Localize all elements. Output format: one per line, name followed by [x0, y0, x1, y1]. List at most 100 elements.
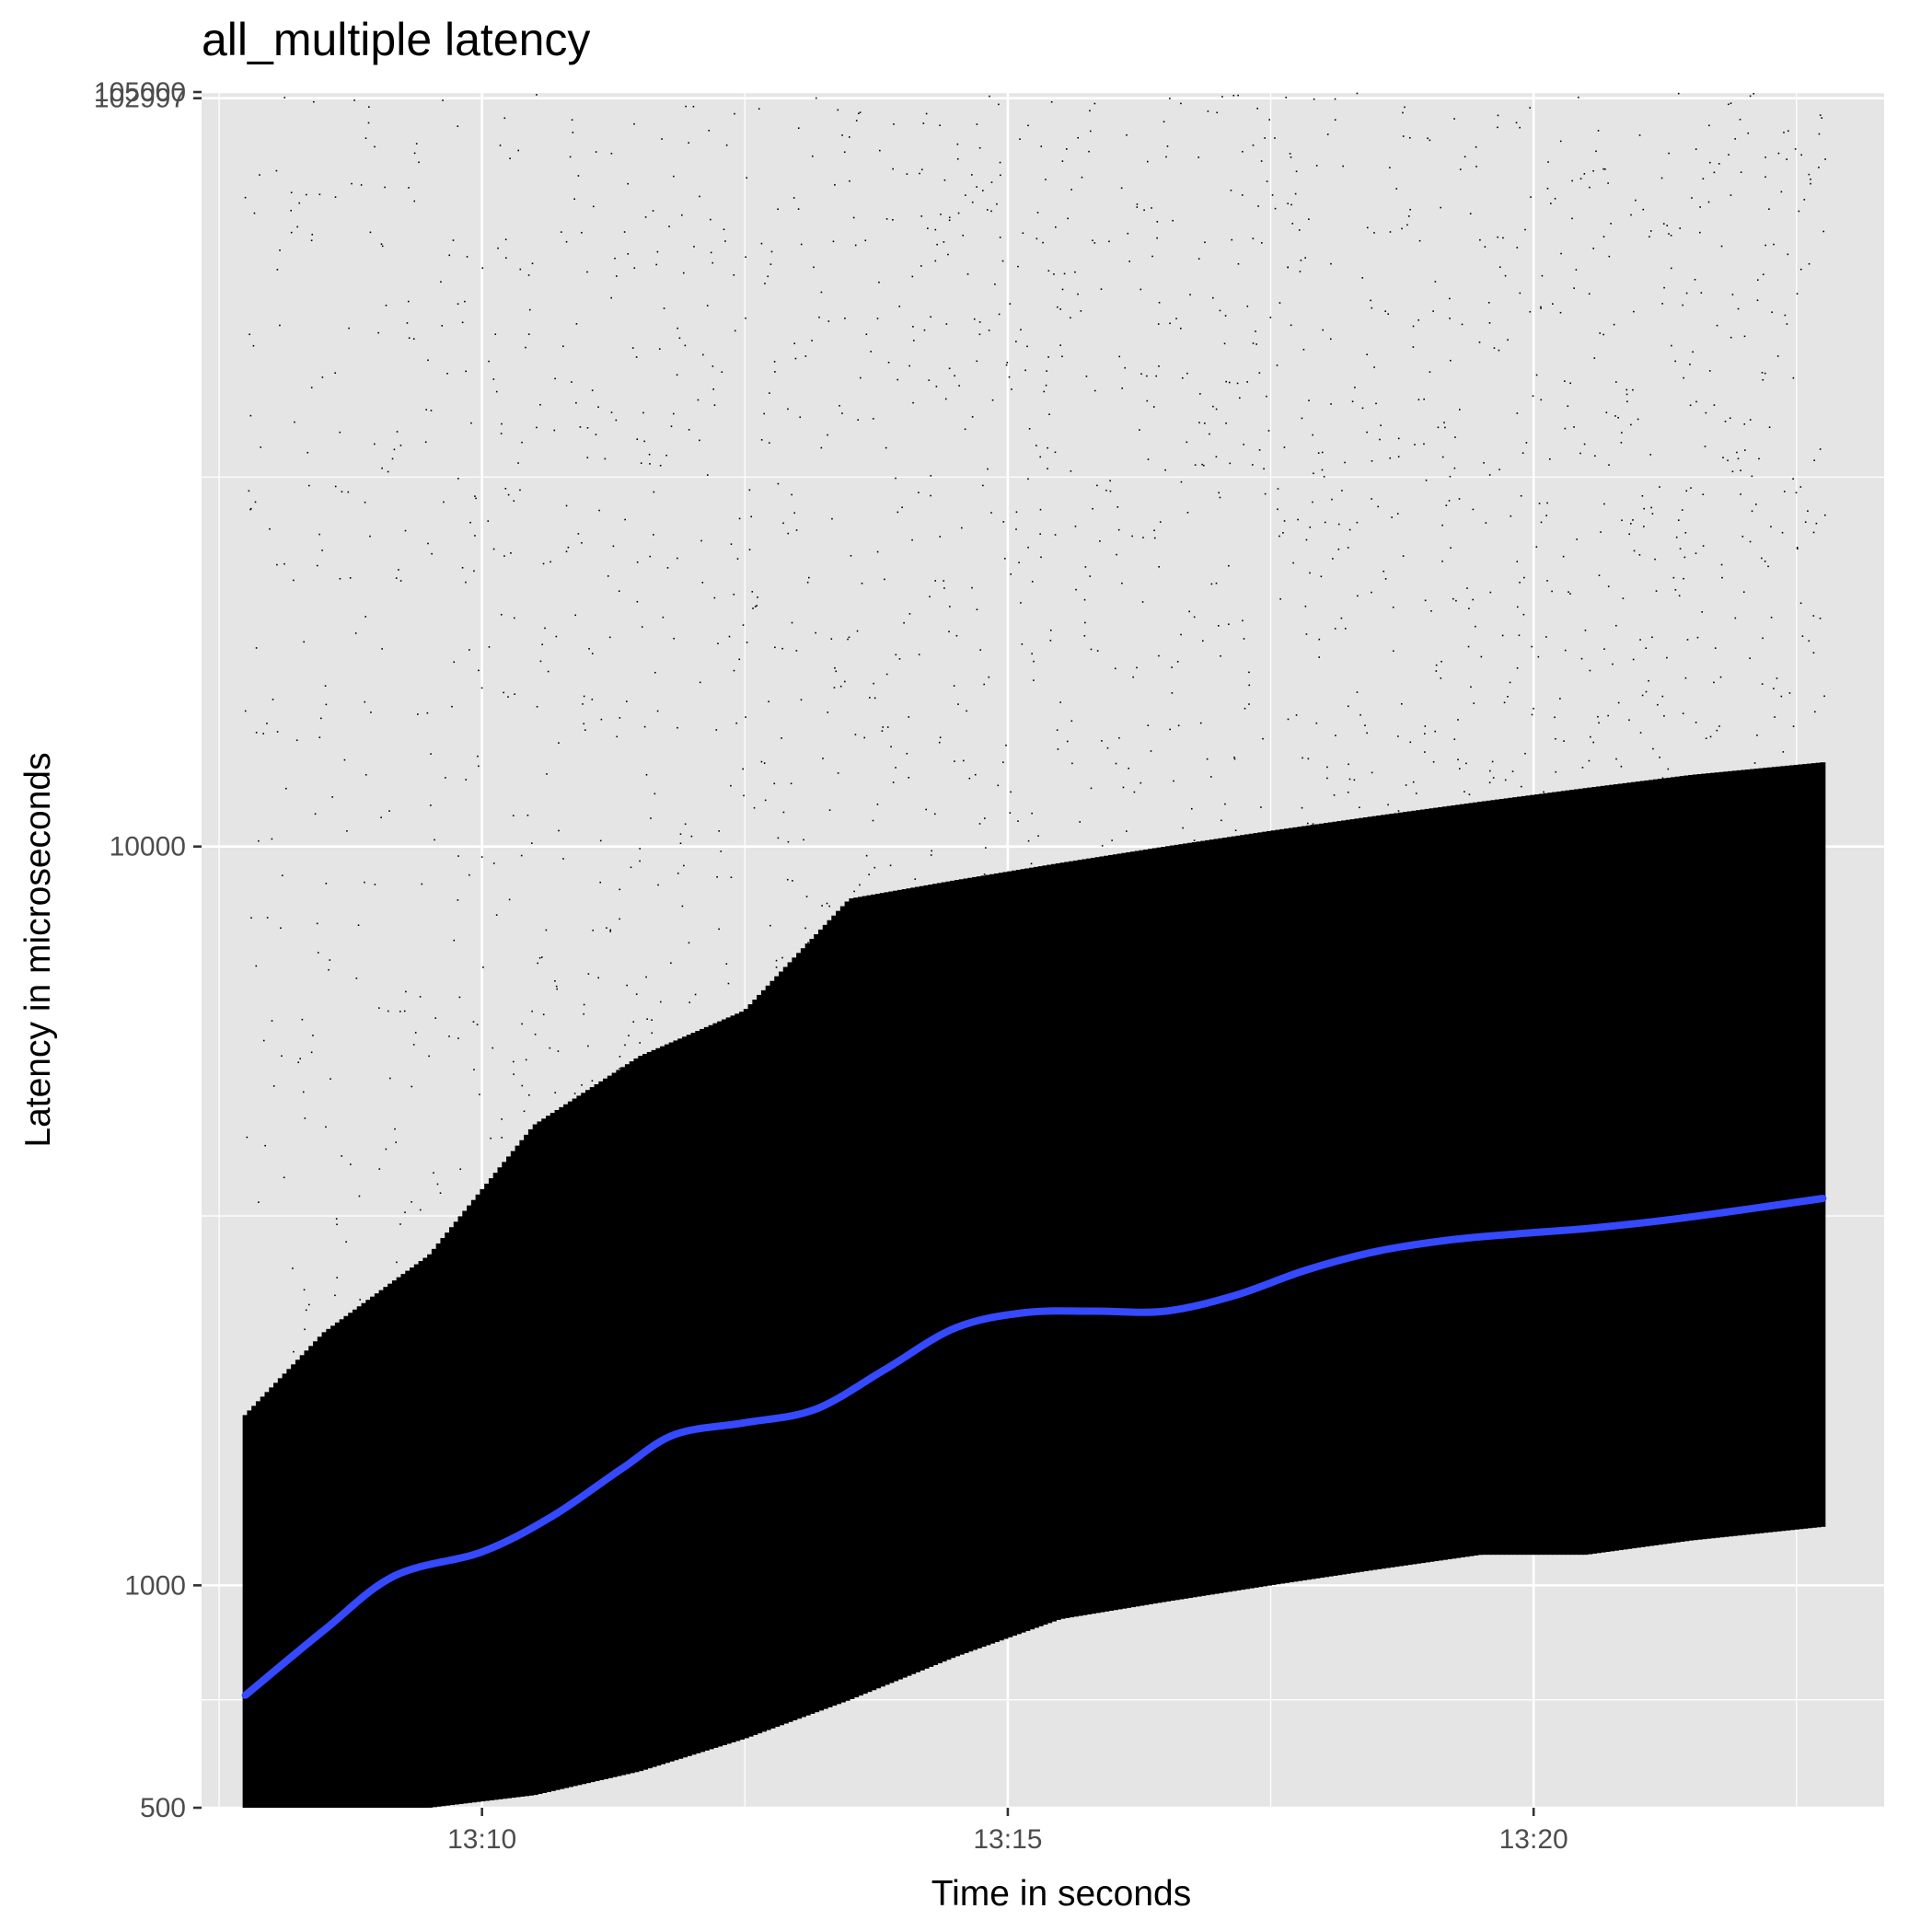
- outlier-point: [244, 710, 247, 712]
- point-cloud-column: [475, 1194, 481, 1802]
- outlier-point: [1371, 307, 1373, 309]
- outlier-point: [787, 840, 790, 843]
- outlier-point: [742, 624, 745, 626]
- outlier-point: [1371, 460, 1373, 462]
- outlier-point: [619, 888, 621, 891]
- outlier-point: [561, 231, 562, 233]
- outlier-point: [1409, 208, 1411, 211]
- outlier-point: [1221, 819, 1222, 822]
- outlier-point: [1641, 694, 1644, 697]
- outlier-point: [1229, 462, 1232, 465]
- outlier-point: [453, 939, 456, 942]
- outlier-point: [968, 777, 971, 780]
- outlier-point: [787, 408, 789, 411]
- outlier-point: [276, 731, 279, 733]
- outlier-point: [1202, 464, 1205, 467]
- point-cloud-column: [1758, 768, 1764, 1533]
- outlier-point: [745, 256, 746, 259]
- outlier-point: [699, 439, 700, 442]
- outlier-point: [321, 376, 324, 378]
- outlier-point: [364, 616, 366, 618]
- outlier-point: [1685, 292, 1688, 295]
- point-cloud-column: [1587, 787, 1593, 1555]
- outlier-point: [254, 501, 257, 503]
- y-tick-label: 105000: [94, 77, 186, 108]
- outlier-point: [1588, 293, 1591, 295]
- outlier-point: [1661, 777, 1664, 780]
- outlier-point: [1472, 598, 1475, 601]
- outlier-point: [1823, 695, 1825, 698]
- outlier-point: [1560, 252, 1562, 255]
- outlier-point: [507, 696, 509, 698]
- outlier-point: [681, 905, 684, 908]
- outlier-point: [428, 1055, 430, 1058]
- outlier-point: [911, 538, 913, 541]
- outlier-point: [1330, 403, 1332, 405]
- outlier-point: [676, 374, 678, 376]
- point-cloud-column: [1424, 808, 1430, 1563]
- outlier-point: [1397, 456, 1400, 457]
- outlier-point: [1813, 459, 1815, 462]
- point-cloud-column: [879, 893, 885, 1687]
- outlier-point: [925, 808, 927, 811]
- outlier-point: [1048, 413, 1050, 415]
- outlier-point: [264, 1144, 266, 1147]
- outlier-point: [636, 600, 639, 603]
- outlier-point: [1524, 228, 1526, 231]
- outlier-point: [1033, 679, 1035, 681]
- point-cloud-column: [739, 1012, 746, 1741]
- outlier-point: [873, 697, 876, 700]
- outlier-point: [364, 881, 365, 884]
- outlier-point: [949, 606, 951, 607]
- point-cloud-column: [448, 1227, 455, 1806]
- outlier-point: [1371, 771, 1373, 774]
- outlier-point: [1292, 561, 1294, 564]
- outlier-point: [791, 493, 792, 496]
- outlier-point: [1004, 558, 1006, 560]
- outlier-point: [688, 142, 689, 144]
- outlier-point: [1361, 277, 1364, 279]
- outlier-point: [656, 250, 659, 253]
- outlier-point: [1101, 740, 1103, 742]
- outlier-point: [1610, 223, 1612, 225]
- outlier-point: [630, 866, 632, 869]
- outlier-point: [666, 567, 669, 569]
- outlier-point: [453, 661, 456, 664]
- point-cloud-column: [1574, 789, 1580, 1556]
- point-cloud-column: [800, 948, 806, 1718]
- outlier-point: [971, 201, 974, 203]
- outlier-point: [624, 518, 626, 521]
- outlier-point: [258, 839, 260, 842]
- point-cloud-column: [1671, 777, 1677, 1544]
- point-cloud-column: [1736, 769, 1742, 1536]
- outlier-point: [1287, 202, 1289, 204]
- outlier-point: [1649, 454, 1652, 456]
- outlier-point: [1668, 152, 1670, 155]
- point-cloud-column: [686, 1035, 692, 1756]
- outlier-point: [1524, 752, 1526, 755]
- outlier-point: [864, 239, 867, 242]
- outlier-point: [1348, 778, 1351, 781]
- outlier-point: [751, 591, 754, 593]
- outlier-point: [1009, 303, 1012, 305]
- outlier-point: [648, 453, 651, 456]
- outlier-point: [895, 767, 897, 769]
- outlier-point: [1594, 455, 1596, 457]
- point-cloud-column: [291, 1364, 297, 1808]
- outlier-point: [581, 1084, 583, 1086]
- outlier-point: [319, 717, 322, 720]
- outlier-point: [497, 247, 499, 249]
- outlier-point: [1180, 633, 1182, 636]
- outlier-point: [856, 630, 859, 632]
- outlier-point: [577, 533, 580, 535]
- point-cloud-column: [269, 1387, 275, 1808]
- outlier-point: [1579, 178, 1582, 179]
- outlier-point: [473, 1069, 475, 1070]
- point-cloud-column: [541, 1118, 548, 1793]
- outlier-point: [1055, 226, 1057, 228]
- outlier-point: [303, 641, 305, 643]
- outlier-point: [1543, 791, 1544, 793]
- outlier-point: [1822, 230, 1825, 233]
- outlier-point: [304, 1328, 306, 1331]
- point-cloud-column: [1327, 822, 1334, 1577]
